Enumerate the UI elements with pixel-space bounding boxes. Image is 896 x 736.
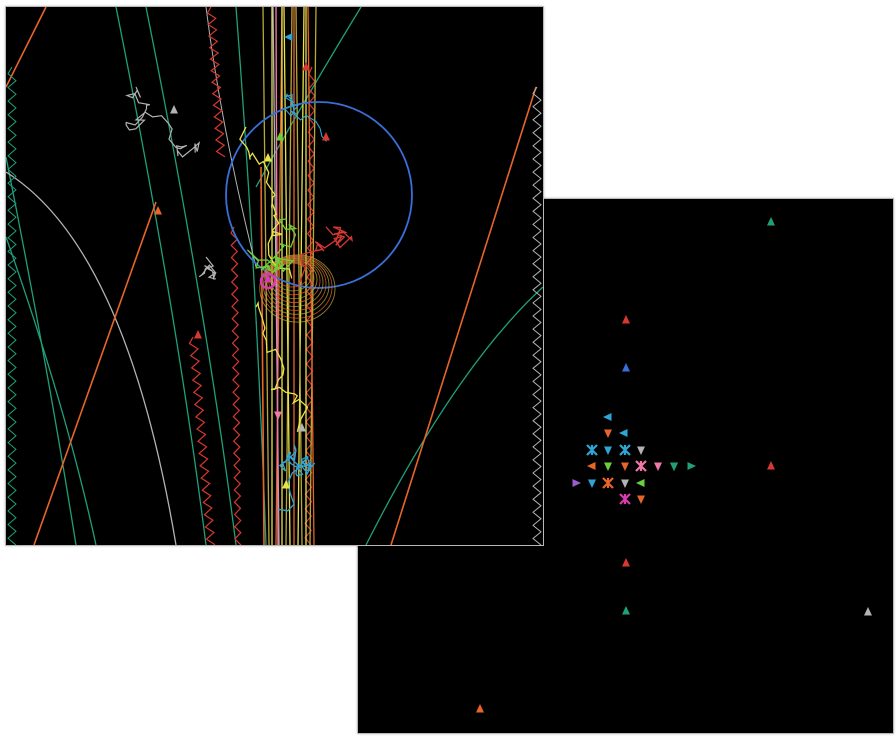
hit-marker-3 (622, 363, 630, 372)
track-marker-7 (274, 411, 282, 420)
track-marker-3 (170, 105, 178, 114)
bundle-track-1 (262, 7, 270, 545)
track-marker-8 (298, 423, 306, 432)
hit-marker-17 (687, 462, 696, 470)
orange-track-left (33, 201, 157, 545)
spiral-ring-10 (259, 254, 336, 323)
bundle-track-6 (285, 7, 293, 545)
track-marker-4 (276, 132, 284, 141)
hit-marker-18 (670, 462, 678, 471)
hit-marker-22-shape (602, 477, 614, 489)
orange-track-right (390, 86, 537, 545)
red-zigzag-top (206, 7, 226, 158)
hit-marker-29 (864, 607, 872, 616)
hit-marker-11 (587, 462, 596, 470)
spiral-ring-7 (264, 257, 327, 311)
hit-marker-25-shape (619, 493, 631, 505)
cyan-random-track-2 (283, 93, 327, 142)
hit-marker-7 (586, 444, 598, 456)
hit-marker-10 (637, 446, 645, 455)
hit-marker-27 (622, 558, 630, 567)
gray-random-track-2 (198, 256, 217, 281)
orange-track-vertical (260, 166, 265, 545)
teal-track-2 (145, 7, 237, 545)
teal-track-1 (115, 7, 207, 545)
track-marker-6 (194, 330, 202, 339)
orange-track-top (6, 7, 47, 88)
spiral-ring-9 (261, 255, 333, 319)
pink-track (275, 7, 279, 545)
hit-marker-19 (767, 461, 775, 470)
teal-track-5 (365, 286, 543, 545)
track-marker-9 (264, 153, 272, 162)
hit-marker-9 (619, 444, 631, 456)
track-marker-10 (322, 132, 330, 141)
hit-marker-24 (636, 479, 645, 487)
edge-zigzag-left (7, 66, 17, 545)
hit-marker-8 (604, 446, 612, 455)
red-zigzag-left (188, 336, 216, 545)
teal-track-7 (255, 7, 362, 188)
track-marker-2 (154, 206, 162, 215)
hit-marker-4 (603, 413, 612, 421)
edge-zigzag-right (532, 86, 542, 545)
red-zigzag-mid (230, 226, 242, 545)
hit-marker-28 (622, 606, 630, 615)
hit-marker-26 (637, 495, 645, 504)
hit-marker-15 (654, 462, 662, 471)
green-random-track (246, 218, 298, 274)
track-marker-12 (264, 274, 272, 283)
hit-marker-5 (604, 429, 612, 438)
teal-track-3 (6, 236, 97, 545)
hit-marker-2 (622, 315, 630, 324)
hit-marker-14 (635, 460, 647, 472)
yellow-random-track-2 (255, 300, 309, 433)
hit-marker-20 (572, 479, 581, 487)
track-display-panel (5, 6, 544, 546)
spiral-ring-1 (275, 262, 309, 288)
bundle-track-9 (297, 7, 305, 545)
hit-marker-23 (621, 479, 629, 488)
track-marker-1 (284, 33, 293, 41)
hit-marker-1 (767, 217, 775, 226)
hit-display-canvas (476, 217, 872, 713)
track-display-canvas (6, 7, 543, 545)
gray-random-track (125, 86, 201, 158)
bundle-track-12 (309, 7, 317, 545)
track-marker-5 (282, 480, 290, 489)
gray-track-curve (6, 171, 177, 545)
hit-marker-13 (621, 462, 629, 471)
hit-marker-25 (619, 493, 631, 505)
track-marker-11 (302, 62, 310, 71)
hit-marker-22 (602, 477, 614, 489)
hit-marker-14-shape (635, 460, 647, 472)
hit-marker-12 (604, 462, 612, 471)
hit-marker-7-shape (586, 444, 598, 456)
hit-marker-30 (476, 704, 484, 713)
cyan-random-track (278, 445, 316, 512)
hit-marker-21 (588, 479, 596, 488)
hit-marker-9-shape (619, 444, 631, 456)
gray-track-faint (205, 7, 257, 268)
hit-marker-6 (619, 429, 628, 437)
teal-track-4 (6, 156, 77, 545)
red-random-track (298, 226, 353, 285)
bundle-track-10 (295, 7, 303, 545)
